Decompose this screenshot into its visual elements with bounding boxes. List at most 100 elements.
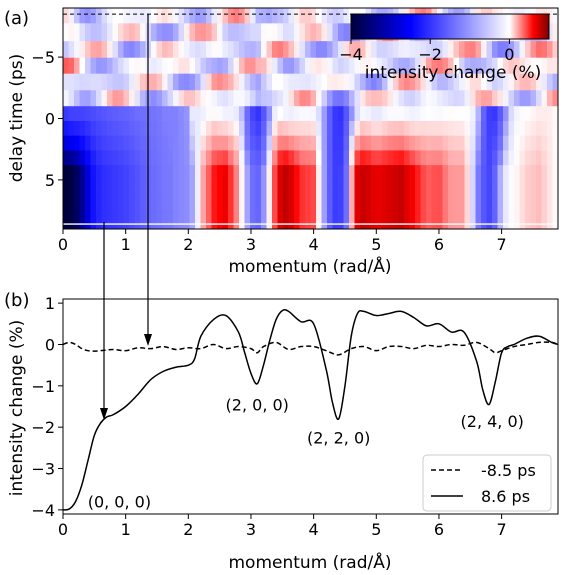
heatmap-cell — [261, 73, 268, 91]
heatmap-cell — [162, 23, 169, 42]
heatmap-cell — [112, 106, 119, 122]
heatmap-cell — [442, 57, 449, 75]
heatmap-cell — [552, 194, 558, 210]
heatmap-cell — [167, 23, 174, 42]
heatmap-cell — [492, 120, 499, 137]
heatmap-cell — [332, 106, 339, 122]
heatmap-cell — [63, 73, 70, 91]
heatmap-cell — [525, 57, 532, 75]
heatmap-cell — [481, 165, 488, 181]
heatmap-cell — [118, 57, 125, 75]
heatmap-cell — [503, 57, 510, 75]
heatmap-cell — [118, 8, 125, 24]
heatmap-cell — [288, 179, 295, 196]
heatmap-cell — [118, 179, 125, 196]
heatmap-cell — [409, 73, 416, 91]
heatmap-cell — [349, 135, 356, 152]
heatmap-cell — [167, 41, 174, 59]
heatmap-cell — [376, 135, 383, 152]
heatmap-cell — [233, 179, 240, 196]
heatmap-cell — [354, 194, 361, 210]
heatmap-cell — [536, 165, 543, 181]
heatmap-cell — [327, 135, 334, 152]
heatmap-cell — [519, 165, 526, 181]
heatmap-cell — [167, 179, 174, 196]
heatmap-cell — [365, 150, 372, 166]
heatmap-cell — [398, 220, 405, 229]
heatmap-cell — [206, 90, 213, 107]
heatmap-cell — [156, 179, 163, 196]
heatmap-cell — [195, 8, 202, 24]
heatmap-cell — [437, 41, 444, 59]
heatmap-cell — [162, 220, 169, 229]
heatmap-cell — [448, 73, 455, 91]
series-line-8.6ps — [63, 308, 558, 511]
heatmap-cell — [316, 150, 323, 166]
heatmap-cell — [140, 194, 147, 210]
heatmap-cell — [486, 165, 493, 181]
heatmap-cell — [393, 106, 400, 122]
heatmap-cell — [464, 90, 471, 107]
heatmap-cell — [530, 106, 537, 122]
heatmap-cell — [426, 90, 433, 107]
heatmap-xtick-label: 2 — [183, 235, 193, 254]
heatmap-cell — [360, 165, 367, 181]
heatmap-cell — [189, 209, 196, 222]
heatmap-cell — [508, 150, 515, 166]
heatmap-cell — [519, 179, 526, 196]
heatmap-cell — [508, 135, 515, 152]
heatmap-cell — [305, 8, 312, 24]
heatmap-cell — [195, 106, 202, 122]
heatmap-cell — [129, 135, 136, 152]
heatmap-cell — [448, 135, 455, 152]
heatmap-cell — [244, 106, 251, 122]
heatmap-cell — [519, 135, 526, 152]
heatmap-cell — [288, 150, 295, 166]
heatmap-cell — [486, 194, 493, 210]
heatmap-cell — [305, 90, 312, 107]
heatmap-cell — [118, 165, 125, 181]
heatmap-cell — [272, 179, 279, 196]
heatmap-cell — [112, 57, 119, 75]
heatmap-cell — [437, 194, 444, 210]
heatmap-cell — [426, 209, 433, 222]
heatmap-cell — [338, 73, 345, 91]
heatmap-cell — [195, 41, 202, 59]
heatmap-cell — [129, 150, 136, 166]
heatmap-cell — [250, 220, 257, 229]
heatmap-cell — [332, 194, 339, 210]
heatmap-cell — [261, 57, 268, 75]
heatmap-cell — [552, 165, 558, 181]
heatmap-cell — [266, 106, 273, 122]
heatmap-cell — [464, 165, 471, 181]
heatmap-cell — [294, 41, 301, 59]
heatmap-cell — [156, 57, 163, 75]
heatmap-cell — [277, 220, 284, 229]
heatmap-cell — [129, 194, 136, 210]
heatmap-cell — [365, 90, 372, 107]
heatmap-cell — [387, 135, 394, 152]
heatmap-cell — [404, 194, 411, 210]
heatmap-cell — [382, 90, 389, 107]
heatmap-cell — [151, 106, 158, 122]
heatmap-cell — [398, 106, 405, 122]
heatmap-cell — [321, 106, 328, 122]
heatmap-cell — [376, 106, 383, 122]
heatmap-cell — [272, 57, 279, 75]
heatmap-cell — [107, 209, 114, 222]
heatmap-cell — [486, 179, 493, 196]
heatmap-cell — [299, 73, 306, 91]
heatmap-cell — [464, 106, 471, 122]
heatmap-cell — [404, 220, 411, 229]
heatmap-cell — [195, 165, 202, 181]
heatmap-cell — [552, 8, 558, 24]
heatmap-cell — [244, 57, 251, 75]
heatmap-cell — [255, 120, 262, 137]
heatmap-cell — [305, 41, 312, 59]
heatmap-cell — [464, 73, 471, 91]
heatmap-cell — [96, 150, 103, 166]
heatmap-cell — [118, 135, 125, 152]
heatmap-cell — [426, 73, 433, 91]
heatmap-cell — [382, 179, 389, 196]
heatmap-cell — [508, 165, 515, 181]
